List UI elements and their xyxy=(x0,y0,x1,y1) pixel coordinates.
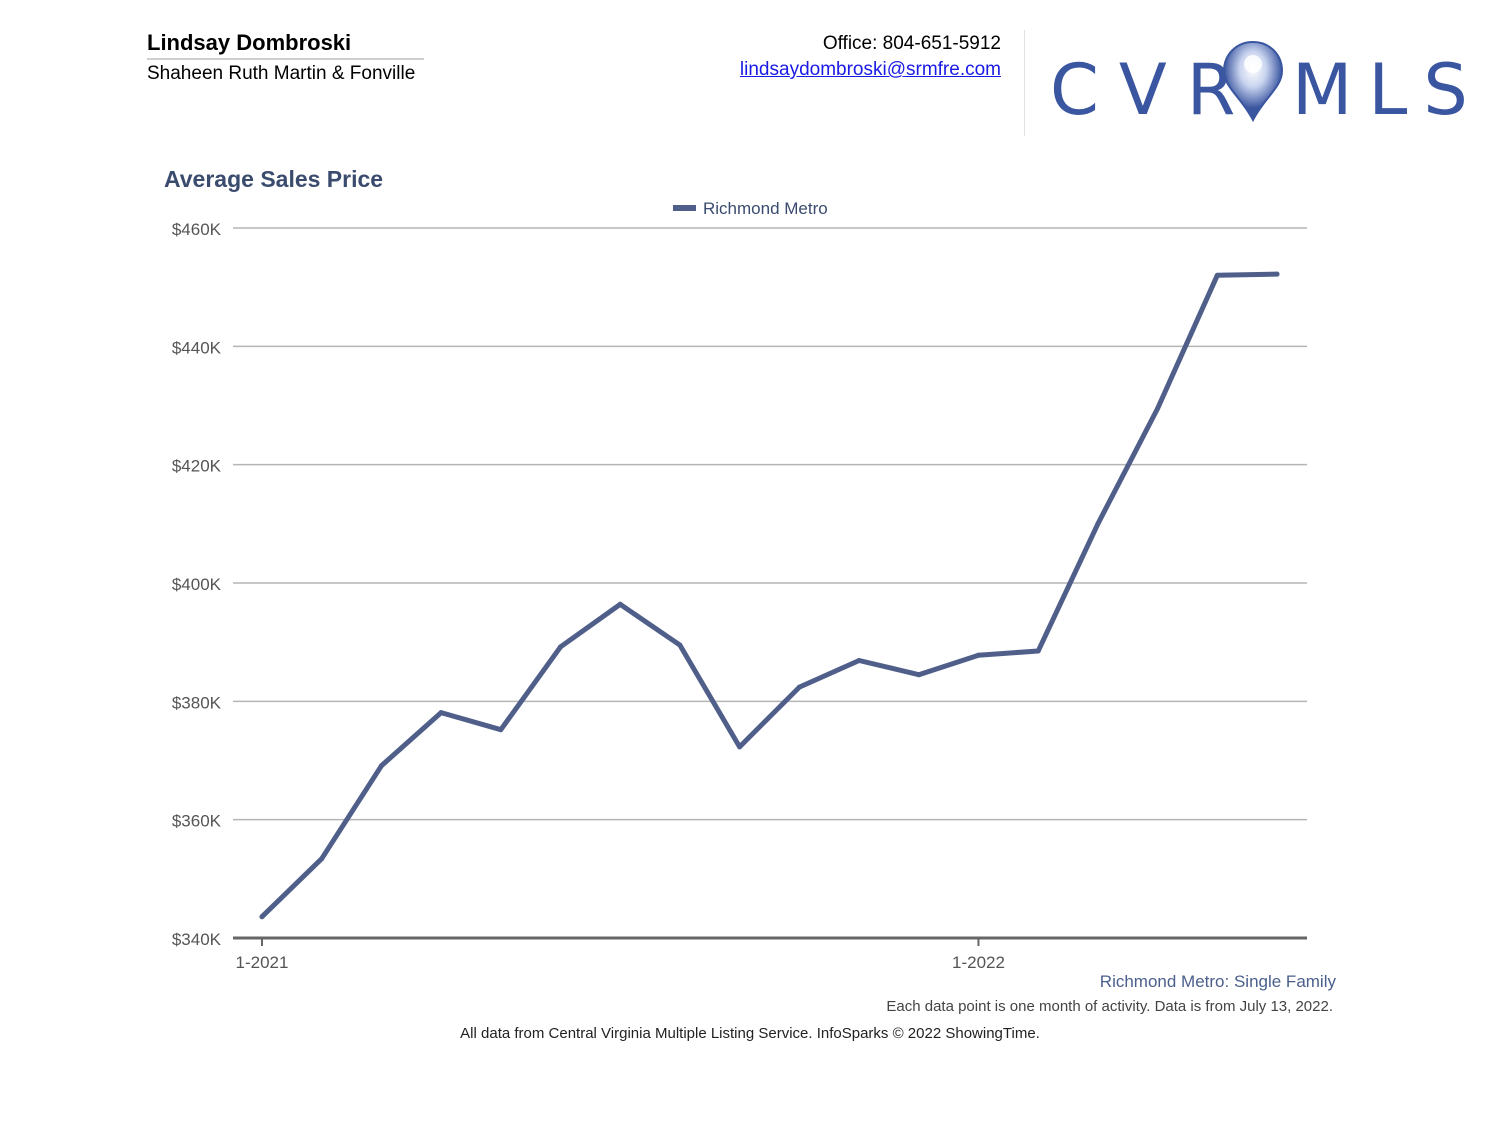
legend-label: Richmond Metro xyxy=(703,199,828,218)
chart-title: Average Sales Price xyxy=(164,166,384,192)
y-tick-label: $420K xyxy=(172,457,222,476)
data-point xyxy=(378,763,384,769)
data-point xyxy=(737,744,743,750)
data-point xyxy=(1214,272,1220,278)
data-point xyxy=(677,642,683,648)
logo-text-right: MLS xyxy=(1292,49,1470,131)
office-phone: Office: 804-651-5912 xyxy=(822,33,1001,54)
y-tick-label: $460K xyxy=(172,220,222,239)
y-tick-label: $380K xyxy=(172,693,222,712)
data-point xyxy=(259,914,265,920)
y-tick-label: $400K xyxy=(172,575,222,594)
data-point xyxy=(1035,648,1041,654)
y-tick-label: $340K xyxy=(172,930,222,949)
x-tick-label: 1-2021 xyxy=(236,953,289,972)
y-axis: $340K $360K $380K $400K $420K $440K $460K xyxy=(172,220,222,949)
y-tick-label: $360K xyxy=(172,812,222,831)
contact-block: Office: 804-651-5912 lindsaydombroski@sr… xyxy=(740,31,1001,83)
agent-company: Shaheen Ruth Martin & Fonville xyxy=(147,63,416,84)
series-line xyxy=(259,271,1280,920)
location-pin-icon xyxy=(1222,40,1284,123)
data-point xyxy=(975,652,981,658)
series-richmond-metro xyxy=(259,271,1280,920)
data-point xyxy=(916,672,922,678)
header-divider xyxy=(1024,30,1025,136)
series-note: Richmond Metro: Single Family xyxy=(1099,972,1336,991)
data-point xyxy=(856,658,862,664)
legend: Richmond Metro xyxy=(673,199,828,218)
cvrmls-logo: CVR MLS xyxy=(1050,40,1470,131)
logo-text-left: CVR xyxy=(1050,49,1255,131)
grid-lines xyxy=(233,227,1307,821)
data-point xyxy=(558,644,564,650)
data-point xyxy=(796,684,802,690)
email-link[interactable]: lindsaydombroski@srmfre.com xyxy=(739,59,1001,80)
x-axis: 1-2021 1-2022 xyxy=(233,936,1307,972)
data-note: Each data point is one month of activity… xyxy=(886,998,1333,1015)
agent-divider xyxy=(147,58,424,60)
x-tick-label: 1-2022 xyxy=(952,953,1005,972)
data-point xyxy=(617,601,623,607)
data-point xyxy=(1274,271,1280,277)
data-point xyxy=(319,856,325,862)
pin-highlight xyxy=(1244,55,1262,73)
data-point xyxy=(498,727,504,733)
data-point xyxy=(1095,521,1101,527)
data-point xyxy=(1155,405,1161,411)
y-tick-label: $440K xyxy=(172,338,222,357)
legend-swatch xyxy=(673,205,696,211)
agent-name: Lindsay Dombroski xyxy=(147,30,352,55)
line-chart: $340K $360K $380K $400K $420K $440K $460K 1-20… xyxy=(172,199,1307,972)
footer-credit: All data from Central Virginia Multiple … xyxy=(460,1025,1040,1042)
data-point xyxy=(438,710,444,716)
